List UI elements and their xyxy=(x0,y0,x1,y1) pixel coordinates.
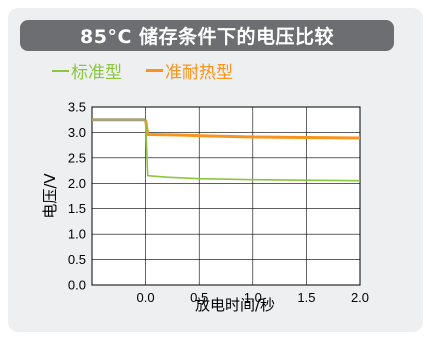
y-tick-label: 1.0 xyxy=(68,227,86,242)
chart-legend: 标准型 准耐热型 xyxy=(52,58,257,83)
legend-item-heat-resistant: 准耐热型 xyxy=(146,58,233,83)
x-tick-label: 1.0 xyxy=(244,290,262,305)
series-lines xyxy=(92,118,361,182)
legend-swatch-heat-resistant xyxy=(146,69,163,72)
x-axis-label: 放电时间/秒 xyxy=(195,296,275,314)
legend-item-standard: 标准型 xyxy=(52,58,122,83)
y-tick-label: 2.0 xyxy=(68,176,86,191)
y-tick-label: 3.5 xyxy=(68,100,86,115)
tick-labels: 0.0 0.5 1.0 1.5 2.0 2.5 3.0 3.5 0.0 0.5 1.0 1.5 2.0 xyxy=(68,100,369,306)
y-tick-label: 0.0 xyxy=(68,278,86,293)
legend-swatch-standard xyxy=(52,69,69,72)
series-line-1 xyxy=(144,119,361,140)
y-tick-label: 0.5 xyxy=(68,252,86,267)
chart-title: 85°C 储存条件下的电压比较 xyxy=(20,20,394,51)
legend-label-standard: 标准型 xyxy=(71,63,122,83)
grid-lines xyxy=(92,107,360,285)
y-tick-label: 3.0 xyxy=(68,125,86,140)
y-tick-label: 2.5 xyxy=(68,150,86,165)
x-tick-label: 2.0 xyxy=(351,290,369,305)
x-tick-label: 1.5 xyxy=(297,290,315,305)
y-axis-label: 电压/V xyxy=(41,173,59,219)
x-tick-label: 0.0 xyxy=(137,290,155,305)
y-tick-label: 1.5 xyxy=(68,201,86,216)
x-tick-label: 0.5 xyxy=(190,290,208,305)
legend-label-heat-resistant: 准耐热型 xyxy=(165,63,233,83)
plot-area xyxy=(91,106,361,286)
series-line-0 xyxy=(144,119,361,182)
